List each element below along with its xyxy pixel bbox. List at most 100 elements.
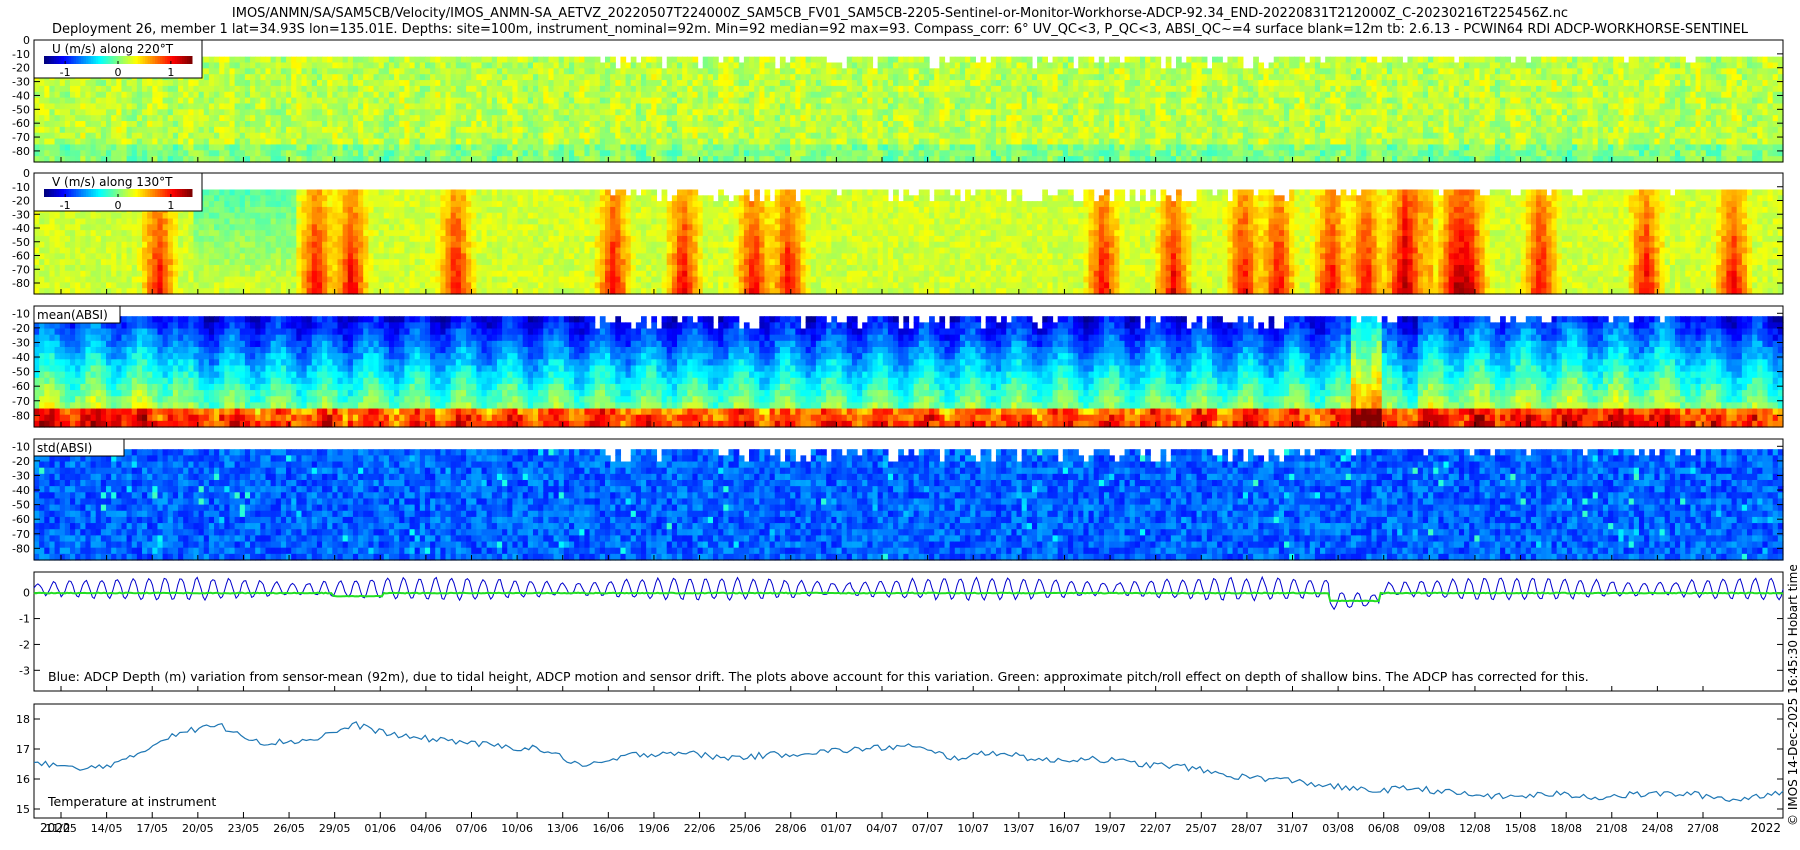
heatmap-cell bbox=[1433, 74, 1439, 81]
heatmap-cell bbox=[378, 144, 385, 151]
heatmap-cell bbox=[111, 103, 117, 110]
heatmap-cell bbox=[1021, 138, 1028, 146]
heatmap-cell bbox=[435, 103, 441, 110]
heatmap-cell bbox=[733, 68, 740, 75]
heatmap-cell bbox=[311, 56, 318, 64]
heatmap-cell bbox=[661, 150, 668, 157]
heatmap-cell bbox=[424, 68, 431, 75]
heatmap-cell bbox=[995, 80, 1002, 87]
heatmap-cell bbox=[512, 91, 519, 99]
heatmap-cell bbox=[918, 156, 925, 163]
heatmap-cell bbox=[1073, 156, 1079, 163]
heatmap-cell bbox=[1191, 103, 1198, 110]
heatmap-cell bbox=[810, 132, 817, 140]
heatmap-cell bbox=[918, 85, 925, 93]
heatmap-cell bbox=[1253, 121, 1259, 128]
heatmap-cell bbox=[286, 150, 292, 157]
heatmap-cell bbox=[1392, 74, 1398, 81]
heatmap-cell bbox=[75, 138, 81, 146]
heatmap-cell bbox=[1181, 138, 1187, 146]
heatmap-cell bbox=[1052, 80, 1059, 87]
heatmap-cell bbox=[707, 74, 714, 81]
heatmap-cell bbox=[543, 80, 550, 87]
heatmap-cell bbox=[574, 97, 580, 105]
heatmap-cell bbox=[641, 144, 647, 151]
heatmap-cell bbox=[769, 68, 776, 75]
heatmap-cell bbox=[841, 68, 848, 75]
heatmap-cell bbox=[286, 68, 292, 75]
heatmap-cell bbox=[388, 121, 395, 128]
heatmap-cell bbox=[527, 80, 534, 87]
heatmap-cell bbox=[568, 85, 575, 93]
heatmap-cell bbox=[995, 150, 1002, 157]
heatmap-cell bbox=[1397, 121, 1403, 128]
heatmap-cell bbox=[1129, 144, 1136, 151]
heatmap-cell bbox=[352, 62, 359, 69]
heatmap-cell bbox=[255, 103, 261, 110]
heatmap-cell bbox=[234, 132, 241, 140]
heatmap-cell bbox=[471, 85, 477, 93]
heatmap-cell bbox=[1145, 103, 1151, 110]
heatmap-cell bbox=[424, 150, 431, 157]
heatmap-cell bbox=[563, 150, 570, 157]
heatmap-cell bbox=[316, 97, 323, 105]
heatmap-cell bbox=[435, 62, 441, 69]
heatmap-cell bbox=[378, 68, 385, 75]
heatmap-cell bbox=[491, 115, 498, 122]
heatmap-cell bbox=[661, 132, 668, 140]
heatmap-cell bbox=[821, 97, 827, 105]
heatmap-cell bbox=[769, 138, 776, 146]
heatmap-cell bbox=[1242, 109, 1249, 116]
heatmap-cell bbox=[1227, 97, 1234, 105]
heatmap-cell bbox=[671, 62, 678, 69]
heatmap-cell bbox=[548, 97, 555, 105]
heatmap-cell bbox=[255, 115, 261, 122]
heatmap-cell bbox=[507, 97, 513, 105]
heatmap-cell bbox=[265, 115, 272, 122]
heatmap-cell bbox=[198, 103, 205, 110]
heatmap-cell bbox=[743, 144, 750, 151]
heatmap-cell bbox=[1031, 138, 1038, 146]
heatmap-cell bbox=[1268, 91, 1275, 99]
heatmap-cell bbox=[121, 103, 128, 110]
heatmap-cell bbox=[1392, 126, 1398, 134]
heatmap-cell bbox=[790, 150, 796, 157]
heatmap-cell bbox=[1093, 115, 1100, 122]
heatmap-cell bbox=[208, 156, 215, 163]
heatmap-cell bbox=[1386, 97, 1393, 105]
heatmap-cell bbox=[70, 115, 76, 122]
heatmap-cell bbox=[59, 126, 66, 134]
heatmap-cell bbox=[1422, 115, 1429, 122]
heatmap-cell bbox=[754, 85, 760, 93]
heatmap-cell bbox=[1397, 68, 1403, 75]
heatmap-cell bbox=[1278, 91, 1285, 99]
heatmap-cell bbox=[851, 74, 858, 81]
heatmap-cell bbox=[1392, 91, 1398, 99]
heatmap-cell bbox=[1433, 85, 1439, 93]
heatmap-cell bbox=[44, 144, 51, 151]
heatmap-cell bbox=[990, 150, 997, 157]
heatmap-cell bbox=[800, 138, 807, 146]
heatmap-cell bbox=[347, 62, 354, 69]
heatmap-cell bbox=[918, 132, 925, 140]
heatmap-cell bbox=[352, 85, 359, 93]
heatmap-cell bbox=[131, 109, 138, 116]
heatmap-cell bbox=[1258, 85, 1265, 93]
heatmap-cell bbox=[1443, 138, 1450, 146]
heatmap-cell bbox=[136, 85, 143, 93]
heatmap-cell bbox=[610, 150, 616, 157]
heatmap-cell bbox=[229, 150, 236, 157]
heatmap-cell bbox=[229, 132, 236, 140]
heatmap-cell bbox=[985, 97, 992, 105]
heatmap-cell bbox=[944, 132, 951, 140]
heatmap-cell bbox=[430, 150, 436, 157]
heatmap-cell bbox=[568, 156, 575, 163]
heatmap-cell bbox=[589, 109, 596, 116]
heatmap-cell bbox=[234, 138, 241, 146]
heatmap-cell bbox=[1078, 56, 1084, 64]
heatmap-cell bbox=[594, 74, 601, 81]
heatmap-cell bbox=[337, 138, 344, 146]
heatmap-cell bbox=[821, 138, 827, 146]
heatmap-cell bbox=[260, 80, 267, 87]
heatmap-cell bbox=[1335, 74, 1342, 81]
